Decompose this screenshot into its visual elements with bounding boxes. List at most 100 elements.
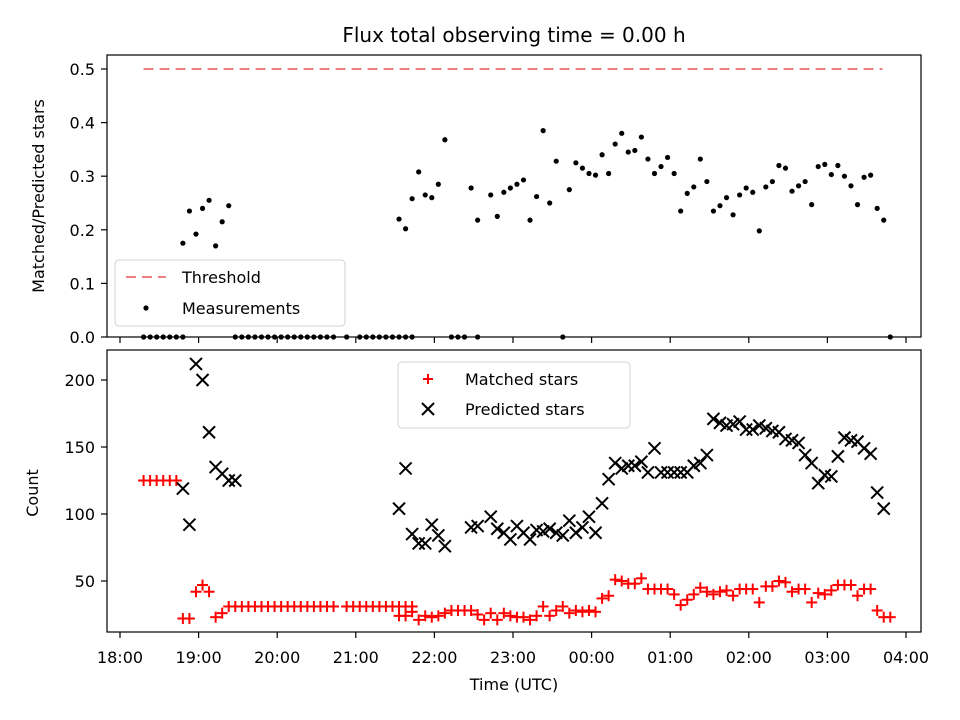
measurement-point [193, 231, 199, 237]
legend-matched-label: Matched stars [465, 370, 578, 389]
matched-point [537, 600, 549, 612]
matched-point [557, 600, 569, 612]
measurement-point [645, 156, 651, 162]
matched-point [865, 583, 877, 595]
predicted-point [746, 422, 760, 437]
matched-point [190, 586, 202, 598]
matched-point [419, 610, 431, 622]
matched-point [197, 579, 209, 591]
predicted-point [673, 465, 688, 480]
measurement-point [180, 240, 186, 246]
measurement-point [442, 137, 448, 143]
predicted-point [503, 532, 518, 547]
predicted-point [470, 519, 485, 533]
predicted-point [628, 459, 642, 473]
predicted-point [798, 448, 812, 462]
matched-point [773, 575, 785, 587]
bottom-x-tick-label: 03:00 [804, 648, 850, 667]
matched-point [491, 614, 503, 626]
matched-point [714, 586, 726, 598]
measurement-point [730, 212, 736, 218]
predicted-point [411, 536, 426, 551]
matched-point [707, 588, 719, 600]
predicted-point [601, 472, 616, 486]
predicted-point [660, 465, 675, 480]
predicted-point [195, 373, 210, 387]
measurement-point [540, 128, 546, 134]
matched-point [328, 600, 340, 612]
matched-point [570, 604, 582, 616]
measurement-point [533, 193, 540, 200]
measurement-point [625, 149, 631, 155]
matched-point [806, 596, 818, 608]
matched-point [779, 576, 791, 588]
matched-point [819, 588, 831, 600]
top-y-tick-label: 0.4 [70, 114, 95, 133]
matched-point [183, 613, 195, 625]
legend-matched-swatch [423, 374, 433, 384]
predicted-point [490, 522, 504, 536]
measurement-point [206, 197, 212, 203]
matched-point [524, 614, 536, 626]
measurement-point [658, 163, 664, 170]
measurement-point [861, 174, 867, 180]
legend-threshold-label: Threshold [181, 268, 261, 287]
matched-stars-series [138, 475, 896, 626]
bottom-x-tick-label: 01:00 [647, 648, 693, 667]
top-y-tick-label: 0.1 [70, 274, 95, 293]
measurement-point [691, 184, 697, 190]
measurement-point [520, 177, 527, 183]
measurement-point [854, 202, 861, 208]
bottom-y-tick-label: 100 [64, 505, 95, 524]
predicted-point [484, 509, 498, 524]
measurement-point [566, 187, 572, 193]
matched-point [727, 590, 739, 602]
chart-title: Flux total observing time = 0.00 h [342, 23, 685, 47]
measurement-point [651, 170, 658, 177]
predicted-point [732, 414, 747, 429]
measurement-point [488, 192, 494, 198]
predicted-point [431, 528, 446, 543]
bottom-panel: 50 100 150 200 18:00 19:00 20:00 21:00 22:00 23:… [23, 349, 929, 694]
predicted-point [739, 422, 753, 437]
measurement-point [776, 162, 782, 169]
measurement-point [599, 152, 605, 158]
matched-point [504, 610, 516, 622]
measurement-point [592, 172, 599, 178]
measurement-point [213, 243, 219, 249]
legend-predicted-label: Predicted stars [465, 400, 585, 419]
measurement-point [881, 217, 887, 223]
measurement-point [501, 189, 507, 195]
matched-point [432, 610, 444, 622]
measurement-point [848, 183, 854, 189]
measurement-point [763, 184, 769, 190]
bottom-x-tick-label: 04:00 [883, 648, 929, 667]
measurement-point [527, 217, 533, 223]
matched-point [845, 579, 857, 591]
measurement-point [494, 213, 500, 219]
measurement-point [416, 169, 422, 175]
measurement-point [750, 189, 756, 195]
bottom-x-tick-label: 19:00 [176, 648, 222, 667]
matched-point [799, 583, 811, 595]
top-plot-frame [106, 54, 922, 338]
top-legend-box [114, 259, 346, 327]
measurement-point [802, 178, 808, 185]
matched-point [550, 604, 562, 616]
bottom-x-tick-label: 00:00 [569, 648, 615, 667]
matched-point [465, 604, 477, 616]
predicted-point [425, 518, 439, 532]
predicted-point [582, 509, 596, 524]
measurement-point [612, 141, 618, 147]
legend-measurements-label: Measurements [182, 299, 300, 318]
measurement-point [553, 158, 559, 164]
matched-point [439, 607, 451, 619]
predicted-point [176, 481, 190, 496]
predicted-point [824, 469, 839, 484]
measurement-point [579, 165, 586, 171]
predicted-point [595, 496, 609, 510]
matched-point [544, 610, 556, 622]
matched-point [675, 599, 687, 611]
measurement-point [835, 162, 841, 169]
matched-point [747, 583, 759, 595]
